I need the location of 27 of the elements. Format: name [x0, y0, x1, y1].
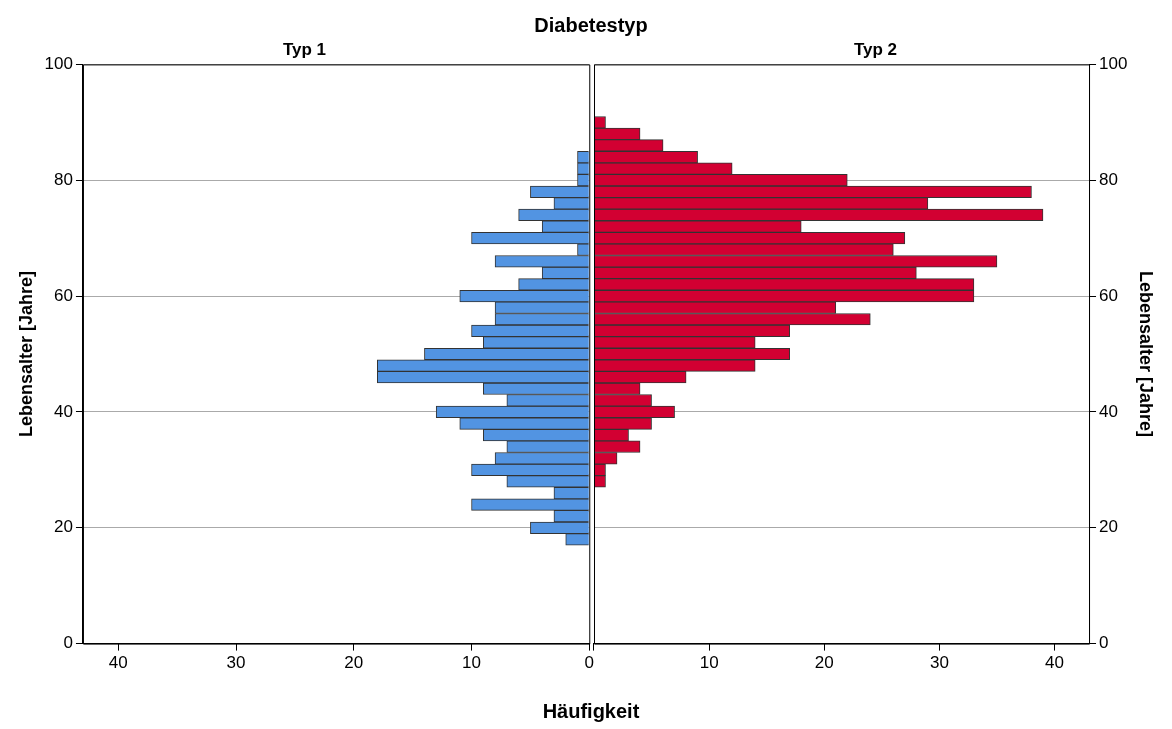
- y-tick-label: 20: [1099, 517, 1118, 537]
- x-tick-label: 20: [814, 653, 834, 673]
- y-tick-label: 0: [63, 633, 73, 653]
- y-tick-label: 60: [54, 285, 73, 305]
- y-tick-label: 0: [1099, 633, 1109, 653]
- y-tick-label: 60: [1099, 285, 1118, 305]
- y-tick-label: 100: [44, 54, 73, 74]
- x-tick-label: 10: [462, 653, 481, 673]
- text: Diabetestyp: [534, 14, 648, 37]
- x-tick-label: 20: [344, 653, 364, 673]
- y-axis-title: Lebensalter [Jahre]: [15, 270, 36, 438]
- y-tick-label: 20: [54, 517, 73, 537]
- y-axis-title: Lebensalter [Jahre]: [1136, 270, 1157, 438]
- x-tick-label: 40: [1045, 653, 1064, 673]
- y-tick-label: 40: [1099, 401, 1118, 421]
- x-tick-label: 0: [584, 653, 595, 673]
- x-tick-label: 10: [699, 653, 719, 673]
- x-axis-title: Häufigkeit: [542, 700, 640, 723]
- x-tick-label: 30: [226, 653, 246, 673]
- y-tick-label: 100: [1099, 54, 1128, 74]
- chart-title: Typ 1: [282, 39, 327, 59]
- chart-title: Typ 2: [853, 39, 898, 59]
- y-tick-label: 80: [1099, 169, 1118, 189]
- y-tick-label: 80: [54, 169, 73, 189]
- x-tick-label: 40: [108, 653, 128, 673]
- x-tick-label: 30: [929, 653, 949, 673]
- y-tick-label: 40: [54, 401, 73, 421]
